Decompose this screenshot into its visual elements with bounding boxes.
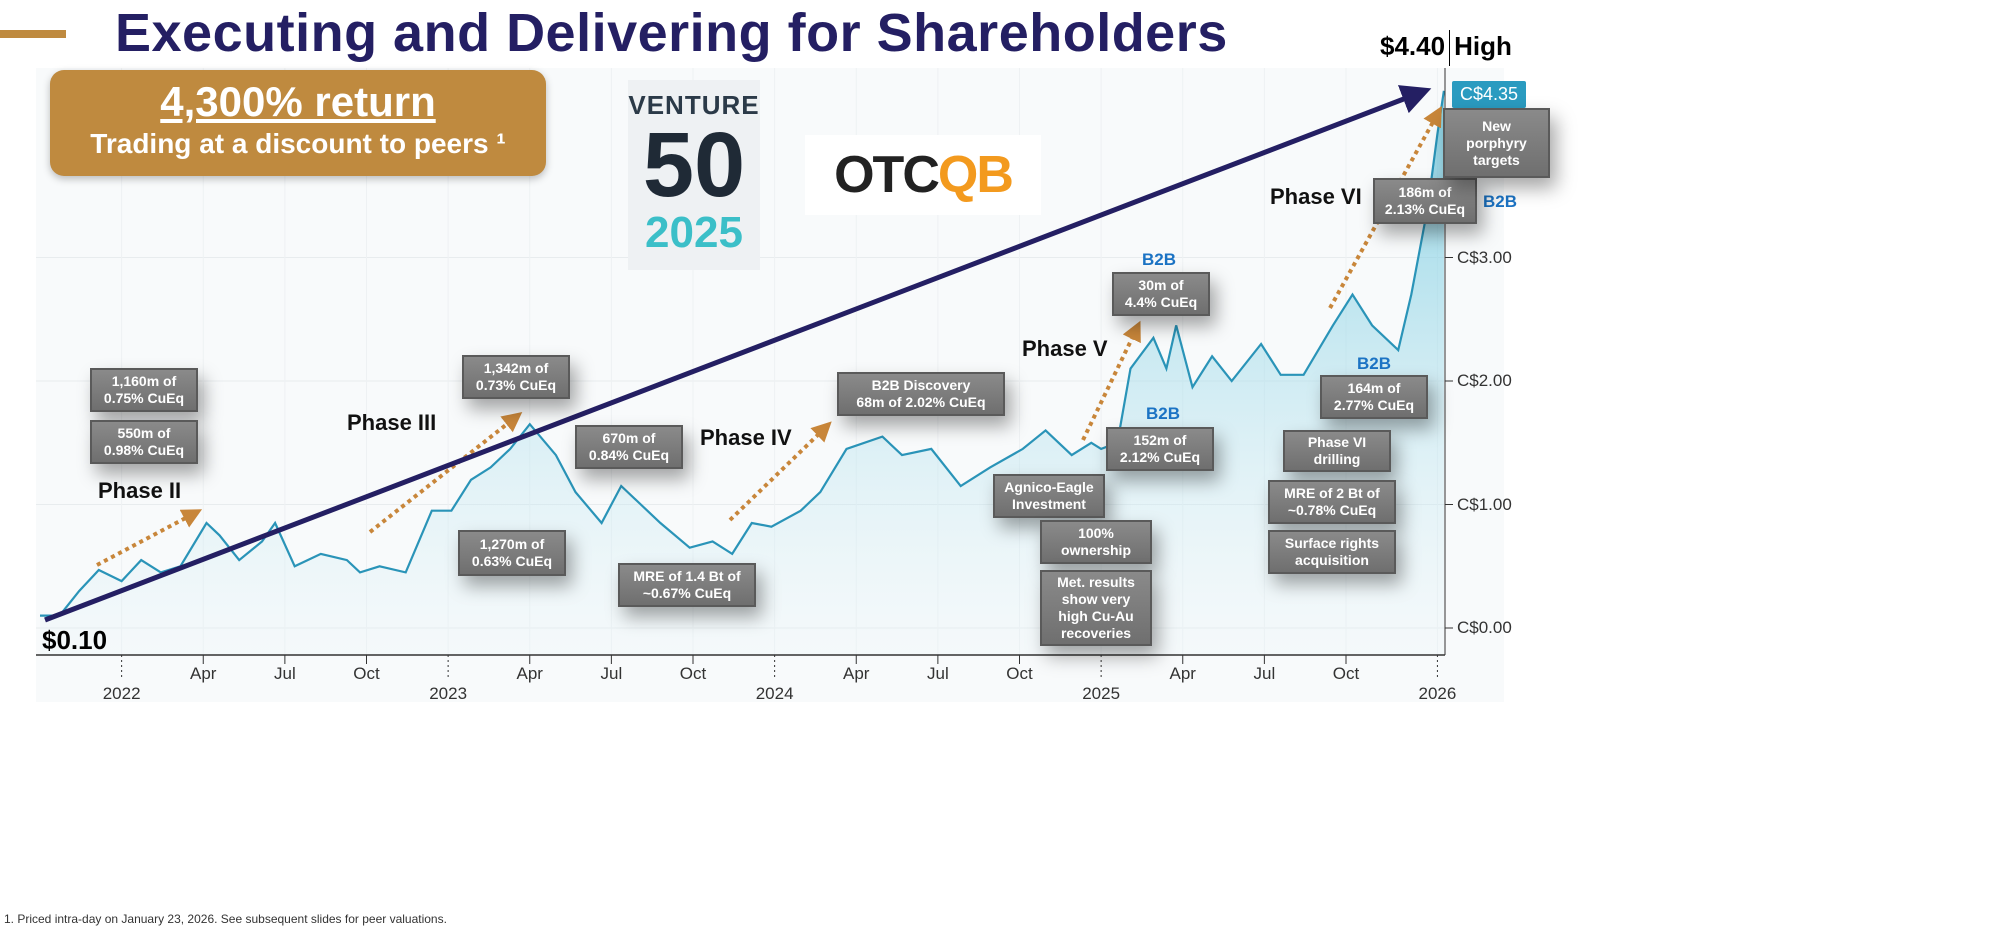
title-accent-bar bbox=[0, 30, 66, 38]
start-price-label: $0.10 bbox=[42, 625, 108, 655]
venture-logo-line2: 50 bbox=[642, 114, 746, 216]
current-price-tag: C$4.35 bbox=[1452, 81, 1527, 108]
otcqb-logo-otc: OTC bbox=[834, 146, 940, 204]
x-month-label: Jul bbox=[927, 664, 949, 683]
b2b-label: B2B bbox=[1357, 354, 1392, 373]
x-month-label: Apr bbox=[843, 664, 870, 683]
annotation-box: 1,342m of 0.73% CuEq bbox=[462, 355, 570, 399]
otcqb-logo-qb: QB bbox=[937, 146, 1014, 204]
phase-vi-label: Phase VI bbox=[1270, 184, 1362, 209]
footnote: 1. Priced intra-day on January 23, 2026.… bbox=[4, 912, 447, 926]
annotation-box: Met. results show very high Cu-Au recove… bbox=[1040, 570, 1152, 646]
venture-logo-line3: 2025 bbox=[645, 208, 743, 257]
y-tick-label: C$0.00 bbox=[1457, 618, 1512, 637]
annotation-box: 1,270m of 0.63% CuEq bbox=[458, 530, 566, 576]
x-year-label: 2022 bbox=[102, 684, 141, 703]
x-month-label: Jul bbox=[274, 664, 296, 683]
annotation-box: Agnico-Eagle Investment bbox=[993, 474, 1105, 518]
annotation-box: 30m of 4.4% CuEq bbox=[1112, 272, 1210, 316]
annotation-box: B2B Discovery 68m of 2.02% CuEq bbox=[837, 372, 1005, 416]
x-month-label: Oct bbox=[1332, 664, 1360, 683]
annotation-box: Phase VI drilling bbox=[1283, 430, 1391, 472]
x-year-label: 2024 bbox=[755, 684, 794, 703]
y-tick-label: C$2.00 bbox=[1457, 371, 1512, 390]
x-year-label: 2025 bbox=[1082, 684, 1121, 703]
otcqb-logo: OTCQB bbox=[805, 135, 1041, 215]
phase-v-label: Phase V bbox=[1022, 336, 1108, 361]
y-tick-label: C$1.00 bbox=[1457, 494, 1512, 514]
annotation-box: 152m of 2.12% CuEq bbox=[1106, 427, 1214, 471]
annotation-box: Surface rights acquisition bbox=[1268, 530, 1396, 574]
annotation-box: 186m of 2.13% CuEq bbox=[1373, 178, 1477, 224]
phase-vi-arrow bbox=[1328, 106, 1442, 309]
annotation-box: 1,160m of 0.75% CuEq bbox=[90, 368, 198, 412]
x-month-label: Jul bbox=[600, 664, 623, 683]
b2b-label: B2B bbox=[1483, 192, 1518, 211]
b2b-label: B2B bbox=[1146, 404, 1181, 423]
high-price-value: $4.40 bbox=[1380, 30, 1446, 61]
phase-iv-arrow bbox=[728, 421, 832, 522]
venture-logo-line1: VENTURE bbox=[628, 90, 760, 120]
return-callout: 4,300% return Trading at a discount to p… bbox=[50, 70, 546, 176]
phase-arrows bbox=[96, 106, 1442, 567]
annotation-box: MRE of 2 Bt of ~0.78% CuEq bbox=[1268, 480, 1396, 524]
return-subline: Trading at a discount to peers ¹ bbox=[90, 128, 506, 159]
phase-iii-arrow bbox=[368, 412, 523, 534]
high-price-label: $4.40 High bbox=[1380, 30, 1512, 66]
page-title: Executing and Delivering for Shareholder… bbox=[115, 3, 1228, 63]
trend-arrow bbox=[44, 85, 1432, 623]
x-month-label: Apr bbox=[1169, 664, 1196, 683]
annotation-box: 164m of 2.77% CuEq bbox=[1320, 375, 1428, 419]
phase-ii-arrow bbox=[96, 509, 203, 567]
x-month-label: Apr bbox=[516, 664, 543, 683]
phase-ii-label: Phase II bbox=[98, 478, 182, 503]
x-month-label: Oct bbox=[679, 664, 707, 683]
high-price-text: High bbox=[1454, 30, 1512, 61]
x-month-label: Apr bbox=[190, 664, 217, 683]
phase-iii-label: Phase III bbox=[347, 410, 437, 435]
x-month-label: Oct bbox=[353, 664, 380, 683]
annotation-box: MRE of 1.4 Bt of ~0.67% CuEq bbox=[618, 563, 756, 607]
b2b-label: B2B bbox=[1142, 250, 1177, 269]
venture-50-logo: VENTURE 50 2025 bbox=[628, 80, 760, 270]
annotation-box: 550m of 0.98% CuEq bbox=[90, 420, 198, 464]
x-year-label: 2023 bbox=[429, 684, 468, 703]
x-month-label: Jul bbox=[1253, 664, 1276, 683]
phase-iv-label: Phase IV bbox=[700, 425, 792, 450]
x-year-label: 2026 bbox=[1418, 684, 1457, 703]
annotation-box: New porphyry targets bbox=[1443, 108, 1550, 178]
annotation-box: 670m of 0.84% CuEq bbox=[575, 425, 683, 469]
annotation-box: 100% ownership bbox=[1040, 520, 1152, 564]
y-tick-label: C$3.00 bbox=[1457, 247, 1512, 267]
x-month-label: Oct bbox=[1006, 664, 1033, 683]
return-headline: 4,300% return bbox=[160, 78, 436, 125]
